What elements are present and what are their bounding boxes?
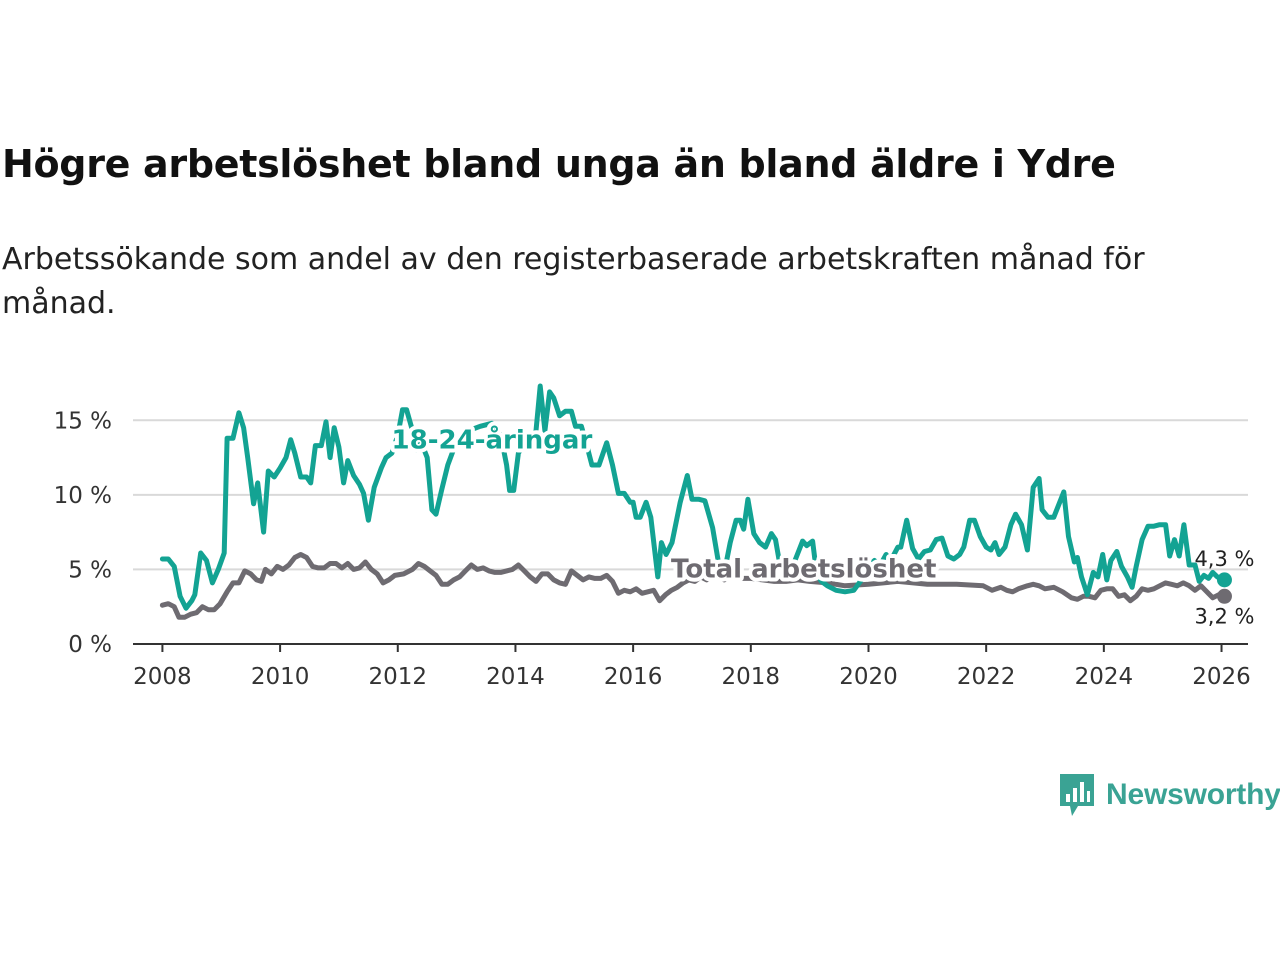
brand-name: Newsworthy [1106, 778, 1280, 811]
end-label-total: 3,2 % [1194, 604, 1254, 628]
series-labels: 18-24-åringar Total arbetslöshet 4,3 % 3,2 … [388, 420, 1255, 629]
series-lines [159, 383, 1232, 620]
series-label-total: Total arbetslöshet [671, 555, 936, 585]
newsworthy-icon [1060, 774, 1094, 816]
end-point-total [1216, 588, 1232, 604]
y-tick-label: 0 % [68, 632, 112, 658]
x-tick-label: 2008 [133, 664, 192, 690]
x-tick-label: 2026 [1192, 664, 1251, 690]
chart-subtitle: Arbetssökande som andel av den registerb… [2, 242, 1145, 321]
series-line-youth [159, 383, 1227, 611]
x-tick-label: 2016 [604, 664, 663, 690]
x-tick-label: 2014 [486, 664, 545, 690]
x-tick-label: 2020 [839, 664, 898, 690]
y-tick-label: 10 % [54, 483, 112, 509]
line-chart: 0 %5 %10 %15 % 2008 2010 2012 2014 2016 2018 2… [54, 383, 1255, 690]
chart-title: Högre arbetslöshet bland unga än bland ä… [2, 142, 1116, 186]
x-tick-label: 2012 [369, 664, 428, 690]
y-axis: 0 % 5 % 10 % 15 % [54, 408, 112, 658]
y-tick-label: 5 % [68, 557, 112, 583]
x-tick-label: 2022 [957, 664, 1016, 690]
y-tick-label: 15 % [54, 408, 112, 434]
series-line-total [159, 552, 1227, 620]
x-tick-label: 2018 [722, 664, 781, 690]
end-label-youth: 4,3 % [1194, 547, 1254, 571]
x-tick-label: 2024 [1075, 664, 1134, 690]
newsworthy-logo: Newsworthy [1058, 772, 1280, 818]
series-label-youth: 18-24-åringar [392, 424, 593, 456]
x-axis: 2008 2010 2012 2014 2016 2018 2020 2022 2024 2026 [133, 643, 1251, 690]
end-point-youth [1216, 572, 1232, 588]
x-tick-label: 2010 [251, 664, 310, 690]
